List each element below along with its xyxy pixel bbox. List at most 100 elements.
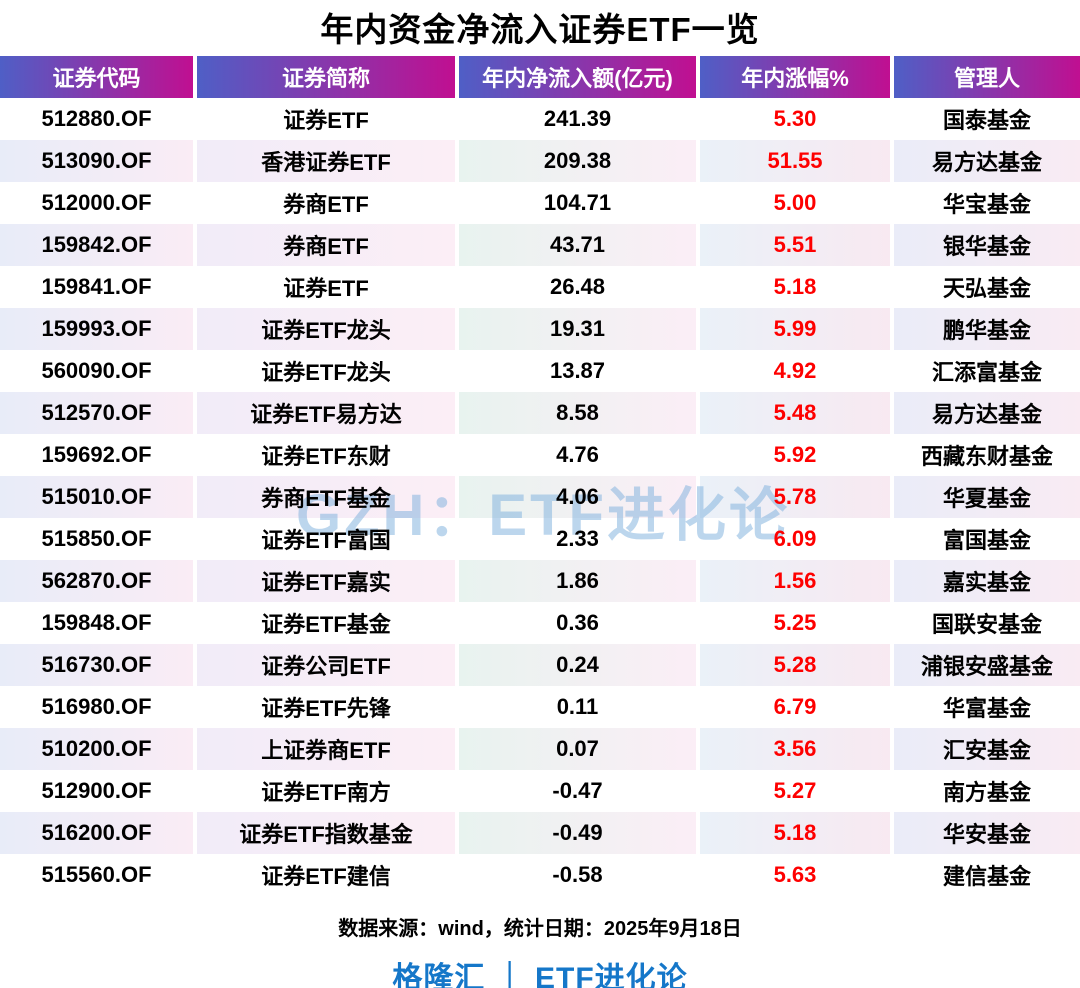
page-title: 年内资金净流入证券ETF一览	[320, 11, 760, 48]
cell-manager: 汇添富基金	[931, 360, 1042, 385]
cell-name: 证券公司ETF	[197, 644, 455, 686]
cell-name: 香港证券ETF	[197, 140, 455, 182]
cell-code: 159993.OF	[0, 308, 193, 350]
cell-change: 5.92	[773, 442, 817, 467]
cell-netflow: -0.47	[552, 778, 603, 803]
cell-change: 5.99	[700, 308, 890, 350]
cell-code: 515560.OF	[41, 862, 152, 887]
table-header-row: 证券代码 证券简称 年内净流入额(亿元) 年内涨幅% 管理人	[0, 56, 1080, 98]
cell-name: 证券ETF龙头	[261, 360, 391, 385]
cell-manager: 华夏基金	[894, 476, 1080, 518]
cell-name: 证券ETF东财	[261, 444, 391, 469]
cell-netflow: 4.06	[459, 476, 696, 518]
table-row: 159993.OF 证券ETF龙头 19.31 5.99 鹏华基金	[0, 308, 1080, 350]
cell-netflow: 2.33	[556, 526, 599, 551]
cell-name: 证券ETF指数基金	[197, 812, 455, 854]
cell-code: 512570.OF	[0, 392, 193, 434]
cell-manager: 富国基金	[942, 528, 1031, 553]
table-row: 159841.OF 证券ETF 26.48 5.18 天弘基金	[0, 266, 1080, 308]
cell-netflow: 4.76	[556, 442, 599, 467]
cell-code: 516730.OF	[0, 644, 193, 686]
cell-name: 券商ETF基金	[197, 476, 455, 518]
cell-change: 4.92	[773, 358, 817, 383]
cell-code: 159692.OF	[41, 442, 152, 467]
cell-manager: 天弘基金	[942, 276, 1031, 301]
table-row: 515850.OF 证券ETF富国 2.33 6.09 富国基金	[0, 518, 1080, 560]
table-row: 512000.OF 券商ETF 104.71 5.00 华宝基金	[0, 182, 1080, 224]
table-row: 515010.OF 券商ETF基金 4.06 5.78 华夏基金	[0, 476, 1080, 518]
cell-netflow: 1.86	[459, 560, 696, 602]
cell-name: 券商ETF	[283, 192, 369, 217]
cell-manager: 嘉实基金	[894, 560, 1080, 602]
cell-code: 515010.OF	[0, 476, 193, 518]
table-row: 512880.OF 证券ETF 241.39 5.30 国泰基金	[0, 98, 1080, 140]
cell-manager: 华安基金	[894, 812, 1080, 854]
cell-name: 证券ETF富国	[261, 528, 391, 553]
table-row: 516980.OF 证券ETF先锋 0.11 6.79 华富基金	[0, 686, 1080, 728]
cell-manager: 建信基金	[942, 864, 1031, 889]
cell-manager: 国联安基金	[931, 612, 1042, 637]
cell-netflow: 13.87	[549, 358, 606, 383]
cell-name: 证券ETF建信	[261, 864, 391, 889]
cell-change: 5.25	[773, 610, 817, 635]
cell-code: 516200.OF	[0, 812, 193, 854]
cell-manager: 鹏华基金	[894, 308, 1080, 350]
cell-change: 5.27	[773, 778, 817, 803]
etf-table: 证券代码 证券简称 年内净流入额(亿元) 年内涨幅% 管理人 512880.OF…	[0, 56, 1080, 896]
column-header-netflow: 年内净流入额(亿元)	[459, 56, 696, 98]
cell-manager: 西藏东财基金	[920, 444, 1053, 469]
cell-netflow: 19.31	[459, 308, 696, 350]
cell-change: 5.48	[700, 392, 890, 434]
cell-manager: 华宝基金	[942, 192, 1031, 217]
cell-change: 5.28	[700, 644, 890, 686]
cell-netflow: 209.38	[459, 140, 696, 182]
table-body: 512880.OF 证券ETF 241.39 5.30 国泰基金 513090.…	[0, 98, 1080, 896]
cell-manager: 银华基金	[894, 224, 1080, 266]
cell-manager: 浦银安盛基金	[894, 644, 1080, 686]
cell-name: 证券ETF易方达	[197, 392, 455, 434]
cell-code: 159848.OF	[41, 610, 152, 635]
cell-change: 6.79	[773, 694, 817, 719]
table-row: 515560.OF 证券ETF建信 -0.58 5.63 建信基金	[0, 854, 1080, 896]
table-row: 516730.OF 证券公司ETF 0.24 5.28 浦银安盛基金	[0, 644, 1080, 686]
cell-change: 3.56	[700, 728, 890, 770]
cell-netflow: 0.36	[556, 610, 599, 635]
cell-change: 5.18	[700, 812, 890, 854]
cell-name: 证券ETF基金	[261, 612, 391, 637]
cell-code: 562870.OF	[0, 560, 193, 602]
cell-code: 513090.OF	[0, 140, 193, 182]
cell-name: 证券ETF龙头	[197, 308, 455, 350]
table-row: 560090.OF 证券ETF龙头 13.87 4.92 汇添富基金	[0, 350, 1080, 392]
cell-change: 5.18	[773, 274, 817, 299]
table-row: 159842.OF 券商ETF 43.71 5.51 银华基金	[0, 224, 1080, 266]
table-row: 512900.OF 证券ETF南方 -0.47 5.27 南方基金	[0, 770, 1080, 812]
cell-name: 证券ETF先锋	[261, 696, 391, 721]
cell-manager: 汇安基金	[894, 728, 1080, 770]
cell-code: 516980.OF	[41, 694, 152, 719]
cell-change: 5.30	[773, 106, 817, 131]
cell-change: 5.00	[773, 190, 817, 215]
cell-netflow: 241.39	[543, 106, 612, 131]
cell-netflow: 0.11	[556, 694, 599, 719]
column-header-name: 证券简称	[197, 56, 455, 98]
cell-code: 159841.OF	[41, 274, 152, 299]
cell-name: 证券ETF南方	[261, 780, 391, 805]
table-row: 510200.OF 上证券商ETF 0.07 3.56 汇安基金	[0, 728, 1080, 770]
cell-name: 上证券商ETF	[197, 728, 455, 770]
cell-manager: 华富基金	[942, 696, 1031, 721]
cell-netflow: -0.49	[459, 812, 696, 854]
cell-change: 5.51	[700, 224, 890, 266]
cell-netflow: 43.71	[459, 224, 696, 266]
table-row: 513090.OF 香港证券ETF 209.38 51.55 易方达基金	[0, 140, 1080, 182]
cell-netflow: 0.24	[459, 644, 696, 686]
cell-change: 1.56	[700, 560, 890, 602]
cell-netflow: 0.07	[459, 728, 696, 770]
table-row: 512570.OF 证券ETF易方达 8.58 5.48 易方达基金	[0, 392, 1080, 434]
cell-netflow: 104.71	[543, 190, 612, 215]
cell-name: 证券ETF	[283, 276, 369, 301]
cell-change: 5.78	[700, 476, 890, 518]
data-source-note: 数据来源：wind，统计日期：2025年9月18日	[338, 918, 742, 940]
cell-name: 券商ETF	[197, 224, 455, 266]
cell-manager: 南方基金	[942, 780, 1031, 805]
